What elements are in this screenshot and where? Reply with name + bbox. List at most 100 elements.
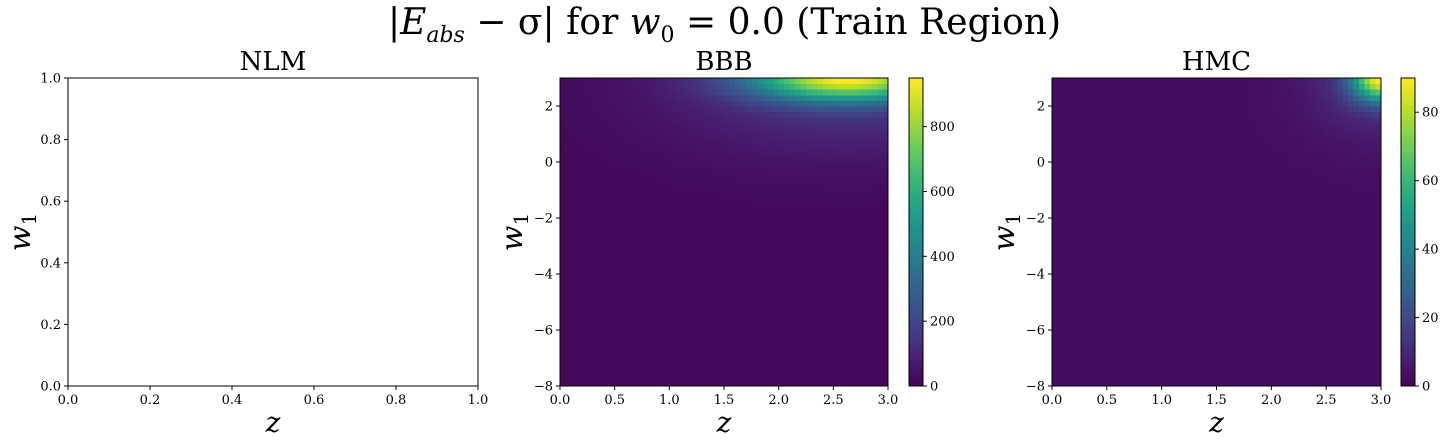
heatmap-cell bbox=[609, 128, 616, 135]
heatmap-cell bbox=[756, 246, 763, 253]
heatmap-cell bbox=[620, 279, 627, 286]
heatmap-cell bbox=[1145, 358, 1152, 365]
heatmap-cell bbox=[740, 290, 747, 297]
heatmap-cell bbox=[1079, 363, 1086, 370]
heatmap-cell bbox=[1134, 162, 1141, 169]
heatmap-cell bbox=[707, 134, 714, 141]
heatmap-cell bbox=[882, 134, 889, 141]
heatmap-cell bbox=[762, 128, 769, 135]
heatmap-cell bbox=[778, 318, 785, 325]
heatmap-cell bbox=[636, 229, 643, 236]
heatmap-cell bbox=[1189, 201, 1196, 208]
heatmap-cell bbox=[696, 302, 703, 309]
heatmap-cell bbox=[1079, 117, 1086, 124]
heatmap-cell bbox=[745, 229, 752, 236]
heatmap-cell bbox=[1156, 296, 1163, 303]
heatmap-cell bbox=[1079, 106, 1086, 113]
heatmap-cell bbox=[636, 352, 643, 359]
heatmap-cell bbox=[1183, 251, 1190, 258]
heatmap-cell bbox=[636, 296, 643, 303]
heatmap-cell bbox=[1194, 279, 1201, 286]
heatmap-cell bbox=[816, 106, 823, 113]
y-tick-label: −8 bbox=[534, 380, 553, 395]
heatmap-cell bbox=[1139, 363, 1146, 370]
heatmap-cell bbox=[789, 201, 796, 208]
heatmap-cell bbox=[1101, 78, 1108, 85]
heatmap-cell bbox=[1172, 83, 1179, 90]
heatmap-cell bbox=[734, 290, 741, 297]
heatmap-cell bbox=[1194, 330, 1201, 337]
heatmap-cell bbox=[1161, 89, 1168, 96]
heatmap-cell bbox=[1101, 218, 1108, 225]
heatmap-cell bbox=[620, 330, 627, 337]
heatmap-cell bbox=[592, 94, 599, 101]
heatmap-cell bbox=[1117, 190, 1124, 197]
heatmap-cell bbox=[877, 212, 884, 219]
heatmap-cell bbox=[1073, 274, 1080, 281]
heatmap-cell bbox=[642, 218, 648, 225]
heatmap-cell bbox=[1112, 94, 1119, 101]
heatmap-cell bbox=[592, 106, 599, 113]
heatmap-cell bbox=[849, 178, 856, 185]
heatmap-cell bbox=[745, 296, 752, 303]
heatmap-cell bbox=[1062, 268, 1069, 275]
heatmap-cell bbox=[1134, 167, 1141, 174]
heatmap-cell bbox=[1106, 296, 1113, 303]
heatmap-cell bbox=[620, 296, 627, 303]
heatmap-cell bbox=[663, 240, 670, 247]
heatmap-cell bbox=[827, 106, 834, 113]
heatmap-cell bbox=[844, 285, 851, 292]
heatmap-cell bbox=[658, 324, 665, 331]
heatmap-cell bbox=[1156, 240, 1163, 247]
heatmap-cell bbox=[658, 111, 665, 118]
heatmap-cell bbox=[1052, 318, 1058, 325]
heatmap-cell bbox=[1200, 268, 1207, 275]
heatmap-cell bbox=[1101, 251, 1108, 258]
heatmap-cell bbox=[609, 335, 616, 342]
heatmap-cell bbox=[778, 212, 785, 219]
heatmap-cell bbox=[1128, 184, 1135, 191]
heatmap-cell bbox=[1178, 335, 1185, 342]
heatmap-cell bbox=[631, 274, 638, 281]
heatmap-cell bbox=[773, 89, 780, 96]
heatmap-cell bbox=[598, 190, 605, 197]
heatmap-cell bbox=[789, 251, 796, 258]
heatmap-cell bbox=[718, 358, 725, 365]
heatmap-cell bbox=[620, 302, 627, 309]
heatmap-cell bbox=[866, 134, 873, 141]
heatmap-cell bbox=[844, 212, 851, 219]
heatmap-cell bbox=[674, 285, 681, 292]
heatmap-cell bbox=[592, 380, 599, 387]
heatmap-cell bbox=[877, 206, 884, 213]
heatmap-cell bbox=[587, 229, 594, 236]
heatmap-cell bbox=[1167, 234, 1174, 241]
heatmap-cell bbox=[636, 358, 643, 365]
heatmap-cell bbox=[1194, 145, 1201, 152]
heatmap-cell bbox=[866, 201, 873, 208]
heatmap-cell bbox=[663, 134, 670, 141]
heatmap-cell bbox=[871, 234, 878, 241]
heatmap-cell bbox=[669, 156, 676, 163]
heatmap-cell bbox=[620, 134, 627, 141]
heatmap-cell bbox=[1200, 234, 1207, 241]
heatmap-cell bbox=[631, 117, 638, 124]
heatmap-cell bbox=[718, 234, 725, 241]
heatmap-cell bbox=[674, 346, 681, 353]
heatmap-cell bbox=[1145, 296, 1152, 303]
heatmap-cell bbox=[784, 167, 791, 174]
heatmap-cell bbox=[849, 302, 856, 309]
heatmap-cell bbox=[756, 296, 763, 303]
heatmap-cell bbox=[702, 94, 709, 101]
heatmap-cell bbox=[1200, 218, 1207, 225]
heatmap-cell bbox=[751, 234, 758, 241]
heatmap-cell bbox=[849, 279, 856, 286]
heatmap-cell bbox=[1178, 145, 1185, 152]
heatmap-cell bbox=[609, 111, 616, 118]
heatmap-cell bbox=[849, 307, 856, 314]
heatmap-cell bbox=[565, 195, 572, 202]
heatmap-cell bbox=[1194, 363, 1201, 370]
heatmap-cell bbox=[674, 229, 681, 236]
heatmap-cell bbox=[642, 363, 648, 370]
heatmap-cell bbox=[1073, 369, 1080, 376]
